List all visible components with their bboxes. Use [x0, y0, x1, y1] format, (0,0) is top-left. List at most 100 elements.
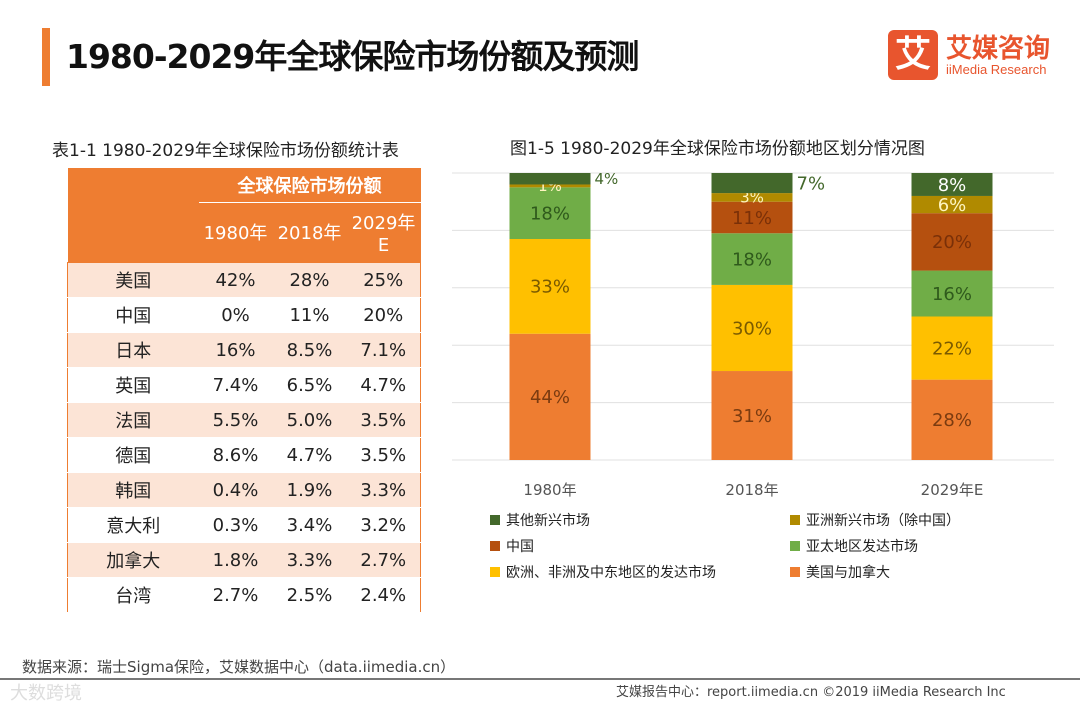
- table-cell: 25%: [346, 262, 421, 298]
- legend-label: 亚洲新兴市场（除中国）: [806, 513, 960, 529]
- table-cell: 3.4%: [272, 507, 347, 543]
- column-header: 2029年E: [346, 202, 421, 263]
- logo-icon: 艾: [888, 30, 938, 80]
- table-cell: 8.5%: [272, 332, 347, 368]
- table-cell: 7.4%: [198, 367, 273, 403]
- bar-segment: [911, 173, 993, 196]
- legend-label: 中国: [506, 539, 534, 555]
- row-label: 加拿大: [67, 542, 199, 578]
- legend-item: 欧洲、非洲及中东地区的发达市场: [490, 562, 716, 582]
- legend-swatch: [490, 515, 500, 525]
- bar-segment: [911, 195, 993, 214]
- table-row: 美国 42% 28% 25%: [67, 262, 421, 298]
- title-accent-bar: [42, 28, 50, 86]
- table-corner: [67, 202, 199, 263]
- bar-segment: [711, 233, 793, 285]
- logo-subtext: iiMedia Research: [946, 62, 1047, 77]
- table-cell: 11%: [272, 297, 347, 333]
- table-cell: 8.6%: [198, 437, 273, 473]
- bar-segment: [711, 371, 793, 460]
- bar-segment: [911, 379, 993, 460]
- data-label: 44%: [530, 387, 570, 408]
- legend-label: 美国与加拿大: [806, 565, 890, 581]
- legend-swatch: [490, 541, 500, 551]
- table-cell: 1.8%: [198, 542, 273, 578]
- table-group-header: 全球保险市场份额: [198, 168, 421, 203]
- data-label: 8%: [938, 175, 967, 196]
- table-title: 表1-1 1980-2029年全球保险市场份额统计表: [52, 141, 399, 161]
- table-cell: 4.7%: [272, 437, 347, 473]
- watermark: 大数跨境: [10, 683, 82, 704]
- bar-segment: [911, 213, 993, 271]
- table-cell: 5.5%: [198, 402, 273, 438]
- row-label: 美国: [67, 262, 199, 298]
- table-cell: 16%: [198, 332, 273, 368]
- x-tick-label: 2018年: [725, 481, 778, 499]
- table-row: 德国 8.6% 4.7% 3.5%: [67, 437, 421, 473]
- data-label: 28%: [932, 410, 972, 431]
- bar-segment: [911, 270, 993, 317]
- table-cell: 42%: [198, 262, 273, 298]
- data-label: 18%: [530, 203, 570, 224]
- bar-segment: [711, 201, 793, 234]
- table-cell: 4.7%: [346, 367, 421, 403]
- legend-item: 美国与加拿大: [790, 562, 890, 582]
- row-label: 德国: [67, 437, 199, 473]
- row-label: 法国: [67, 402, 199, 438]
- legend-item: 亚太地区发达市场: [790, 536, 918, 556]
- table-cell: 0.4%: [198, 472, 273, 508]
- x-tick-label: 2029年E: [921, 481, 984, 499]
- data-label: 6%: [938, 195, 967, 216]
- x-tick-label: 1980年: [523, 481, 576, 499]
- data-label: 11%: [732, 208, 772, 229]
- table-cell: 2.7%: [198, 577, 273, 613]
- data-label: 16%: [932, 284, 972, 305]
- table-cell: 5.0%: [272, 402, 347, 438]
- table-cell: 3.5%: [346, 402, 421, 438]
- table-cell: 1.9%: [272, 472, 347, 508]
- data-label: 7%: [797, 173, 826, 194]
- footer-divider: [0, 678, 1080, 680]
- column-header: 2018年: [272, 202, 347, 263]
- data-label: 30%: [732, 318, 772, 339]
- table-row: 意大利 0.3% 3.4% 3.2%: [67, 507, 421, 543]
- bar-segment: [711, 284, 793, 372]
- legend-item: 亚洲新兴市场（除中国）: [790, 510, 960, 530]
- legend-swatch: [490, 567, 500, 577]
- legend-label: 其他新兴市场: [506, 513, 590, 529]
- table-cell: 28%: [272, 262, 347, 298]
- table-cell: 7.1%: [346, 332, 421, 368]
- table-row: 台湾 2.7% 2.5% 2.4%: [67, 577, 421, 613]
- table-cell: 3.3%: [346, 472, 421, 508]
- table-cell: 0.3%: [198, 507, 273, 543]
- row-label: 韩国: [67, 472, 199, 508]
- bar-segment: [509, 187, 591, 240]
- bar-segment: [711, 193, 793, 202]
- data-label: 3%: [740, 189, 764, 207]
- table-cell: 20%: [346, 297, 421, 333]
- table-cell: 3.2%: [346, 507, 421, 543]
- table-row: 法国 5.5% 5.0% 3.5%: [67, 402, 421, 438]
- legend-item: 中国: [490, 536, 534, 556]
- bar-segment: [911, 316, 993, 380]
- legend-label: 亚太地区发达市场: [806, 539, 918, 555]
- table-cell: 2.5%: [272, 577, 347, 613]
- table-cell: 3.5%: [346, 437, 421, 473]
- table-cell: 0%: [198, 297, 273, 333]
- legend-label: 欧洲、非洲及中东地区的发达市场: [506, 565, 716, 581]
- data-label: 31%: [732, 406, 772, 427]
- bar-segment: [509, 184, 591, 188]
- column-header: 1980年: [198, 202, 273, 263]
- row-label: 英国: [67, 367, 199, 403]
- data-label: 4%: [595, 170, 619, 188]
- table-cell: 2.4%: [346, 577, 421, 613]
- market-share-table: 全球保险市场份额 1980年 2018年 2029年E 美国 42% 28% 25% 中…: [67, 168, 421, 613]
- data-label: 20%: [932, 232, 972, 253]
- page-title: 1980-2029年全球保险市场份额及预测: [66, 37, 639, 76]
- data-label: 18%: [732, 249, 772, 270]
- bar-segment: [509, 239, 591, 334]
- row-label: 日本: [67, 332, 199, 368]
- data-source: 数据来源：瑞士Sigma保险，艾媒数据中心（data.iimedia.cn）: [22, 658, 456, 676]
- legend-item: 其他新兴市场: [490, 510, 590, 530]
